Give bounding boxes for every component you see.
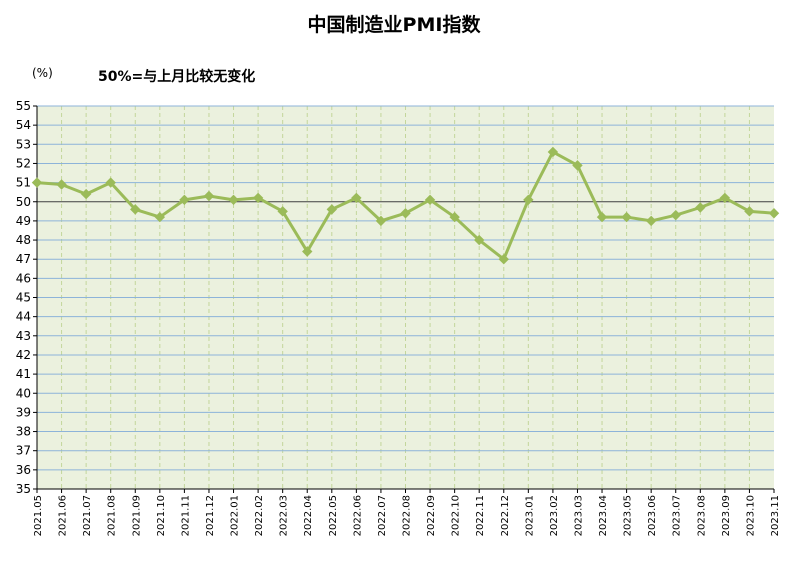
x-tick-label: 2023.11: [770, 495, 781, 536]
y-tick-label: 37: [16, 444, 31, 458]
data-point: [523, 194, 534, 206]
x-tick-label: 2021.09: [131, 495, 142, 536]
y-tick-label: 39: [16, 405, 31, 419]
y-unit-label: (%): [32, 66, 53, 80]
x-tick-label: 2021.06: [58, 495, 69, 536]
y-tick-label: 53: [16, 137, 31, 151]
data-point: [547, 146, 559, 158]
y-tick-label: 48: [16, 233, 31, 247]
pmi-series: [31, 146, 780, 265]
x-tick-label: 2022.04: [303, 495, 314, 536]
x-tick-label: 2022.01: [230, 495, 241, 536]
x-tick-label: 2021.08: [107, 495, 118, 536]
x-tick-label: 2022.10: [451, 495, 462, 536]
data-point: [768, 208, 780, 219]
data-point: [252, 192, 264, 204]
data-point: [744, 206, 755, 217]
data-point: [596, 211, 608, 223]
x-tick-label: 2023.01: [524, 495, 535, 536]
data-point: [228, 194, 239, 206]
x-tick-label: 2023.07: [672, 495, 683, 536]
data-point: [498, 253, 509, 265]
chart-title: 中国制造业PMI指数: [307, 14, 481, 36]
data-point: [449, 211, 460, 223]
y-tick-label: 52: [16, 156, 31, 170]
data-point: [179, 194, 190, 206]
x-tick-label: 2022.05: [328, 495, 339, 536]
x-tick-label: 2023.02: [549, 495, 560, 536]
x-tick-label: 2021.07: [82, 495, 93, 536]
y-tick-label: 40: [16, 386, 31, 400]
x-tick-label: 2021.10: [156, 495, 167, 536]
x-tick-label: 2023.08: [696, 495, 707, 536]
x-tick-label: 2021.12: [205, 495, 216, 536]
y-tick-label: 50: [16, 195, 31, 209]
data-point: [31, 177, 43, 188]
data-point: [154, 211, 166, 223]
y-tick-label: 51: [16, 176, 31, 190]
x-tick-label: 2023.10: [745, 495, 756, 536]
x-tick-label: 2023.09: [721, 495, 732, 536]
y-tick-label: 35: [16, 482, 31, 496]
x-tick-label: 2022.09: [426, 495, 437, 536]
data-point: [105, 177, 116, 188]
x-tick-label: 2023.06: [647, 495, 658, 536]
x-tick-label: 2022.02: [254, 495, 265, 536]
x-tick-label: 2022.12: [500, 495, 511, 536]
chart-annotation: 50%=与上月比较无变化: [98, 69, 256, 85]
data-point: [719, 192, 731, 204]
data-point: [302, 246, 313, 257]
data-point: [375, 215, 387, 227]
x-tick-label: 2022.07: [377, 495, 388, 536]
x-tick-label: 2022.06: [352, 495, 363, 536]
data-point: [572, 160, 583, 171]
y-tick-label: 38: [16, 425, 31, 439]
data-point: [695, 202, 706, 213]
data-point: [203, 190, 215, 202]
x-tick-label: 2021.11: [180, 495, 191, 536]
horizontal-gridlines: [37, 105, 774, 471]
y-tick-label: 44: [16, 310, 31, 324]
x-tick-labels: 2021.05 2021.06 2021.07 2021.08 2021.09 2021.…: [33, 489, 781, 536]
data-point: [424, 194, 436, 206]
data-point: [351, 192, 362, 204]
y-tick-label: 49: [16, 214, 31, 228]
data-point: [130, 204, 141, 215]
data-point: [80, 188, 92, 200]
y-tick-label: 54: [16, 118, 31, 132]
x-tick-label: 2023.04: [598, 495, 609, 536]
y-tick-label: 46: [16, 271, 31, 285]
y-tick-label: 42: [16, 348, 31, 362]
x-tick-label: 2021.05: [33, 495, 44, 536]
y-tick-label: 55: [16, 99, 31, 113]
data-point: [645, 215, 657, 227]
y-tick-label: 47: [16, 252, 31, 266]
data-point: [621, 211, 632, 223]
data-point: [326, 204, 338, 215]
data-point: [670, 209, 681, 221]
x-tick-label: 2023.05: [623, 495, 634, 536]
x-tick-label: 2022.08: [402, 495, 413, 536]
data-point: [56, 179, 67, 190]
data-point: [400, 208, 411, 219]
y-tick-label: 45: [16, 291, 31, 305]
x-tick-label: 2022.03: [279, 495, 290, 536]
y-tick-labels: 35 36 37 38 39 40 41 42 43 44 45 46 47 48 49 50 51 52 53 54…: [16, 99, 37, 496]
y-tick-label: 43: [16, 329, 31, 343]
y-tick-label: 36: [16, 463, 31, 477]
x-tick-label: 2023.03: [573, 495, 584, 536]
y-tick-label: 41: [16, 367, 31, 381]
x-tick-label: 2022.11: [475, 495, 486, 536]
data-point: [277, 206, 288, 217]
data-point: [473, 234, 485, 246]
